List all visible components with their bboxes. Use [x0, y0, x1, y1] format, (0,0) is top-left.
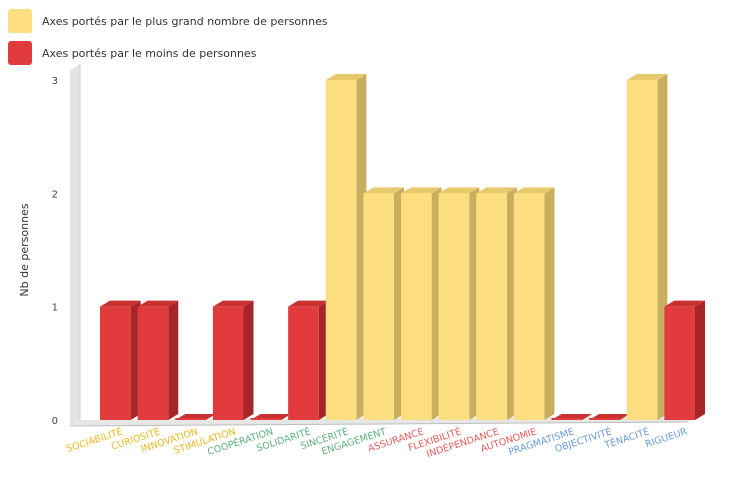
- y-tick-label: 2: [52, 189, 58, 200]
- bar-low-15-top: [664, 300, 705, 307]
- legend-label-low: Axes portés par le moins de personnes: [42, 46, 257, 60]
- bar-high-9-top: [438, 187, 480, 194]
- bar-low-15: [664, 306, 695, 420]
- bar-low-0: [100, 306, 131, 420]
- bar-high-9: [438, 193, 470, 420]
- bar-low-3: [212, 306, 244, 420]
- bar-zero-4-face: [250, 418, 282, 420]
- bar-zero-13-face: [589, 418, 620, 420]
- bar-low-1: [137, 306, 169, 420]
- bar-high-10: [476, 193, 507, 420]
- bar-low-15-side: [695, 300, 705, 420]
- bar-high-7-top: [363, 187, 404, 194]
- y-tick-label: 1: [52, 303, 58, 314]
- bar-low-5: [288, 306, 319, 420]
- bar-high-7: [363, 193, 394, 420]
- bar-zero-2-face: [175, 418, 206, 420]
- left-wall: [70, 64, 80, 426]
- bar-high-10-top: [476, 187, 517, 194]
- x-tick-label: RIGUEUR: [644, 426, 689, 450]
- bar-high-6-top: [325, 74, 367, 80]
- bar-low-1-top: [137, 300, 179, 307]
- y-axis-label: Nb de personnes: [18, 203, 31, 296]
- bar-high-11-top: [513, 187, 555, 194]
- bar-high-8-top: [401, 187, 442, 194]
- bar-high-8: [401, 193, 432, 420]
- bar-high-11: [513, 193, 545, 420]
- bar-low-3-side: [243, 300, 254, 420]
- y-tick-label: 0: [52, 416, 58, 427]
- bar-low-3-top: [212, 300, 254, 307]
- legend-swatch-high: [8, 9, 32, 33]
- legend: Axes portés par le plus grand nombre de …: [8, 6, 328, 70]
- legend-swatch-low: [8, 41, 32, 65]
- legend-item-low[interactable]: Axes portés par le moins de personnes: [8, 38, 328, 68]
- legend-item-high[interactable]: Axes portés par le plus grand nombre de …: [8, 6, 328, 36]
- x-axis-line: [69, 421, 689, 427]
- bar-high-6: [325, 80, 357, 420]
- bar-low-0-top: [100, 300, 141, 307]
- bar-low-1-side: [168, 300, 179, 420]
- y-tick-label: 3: [52, 76, 58, 87]
- legend-label-high: Axes portés par le plus grand nombre de …: [42, 14, 328, 28]
- bar-zero-12-face: [551, 418, 583, 420]
- bar-high-11-side: [544, 187, 555, 420]
- bar-high-14-top: [626, 74, 668, 80]
- bar-high-14: [626, 80, 658, 420]
- bar-low-5-top: [288, 300, 329, 307]
